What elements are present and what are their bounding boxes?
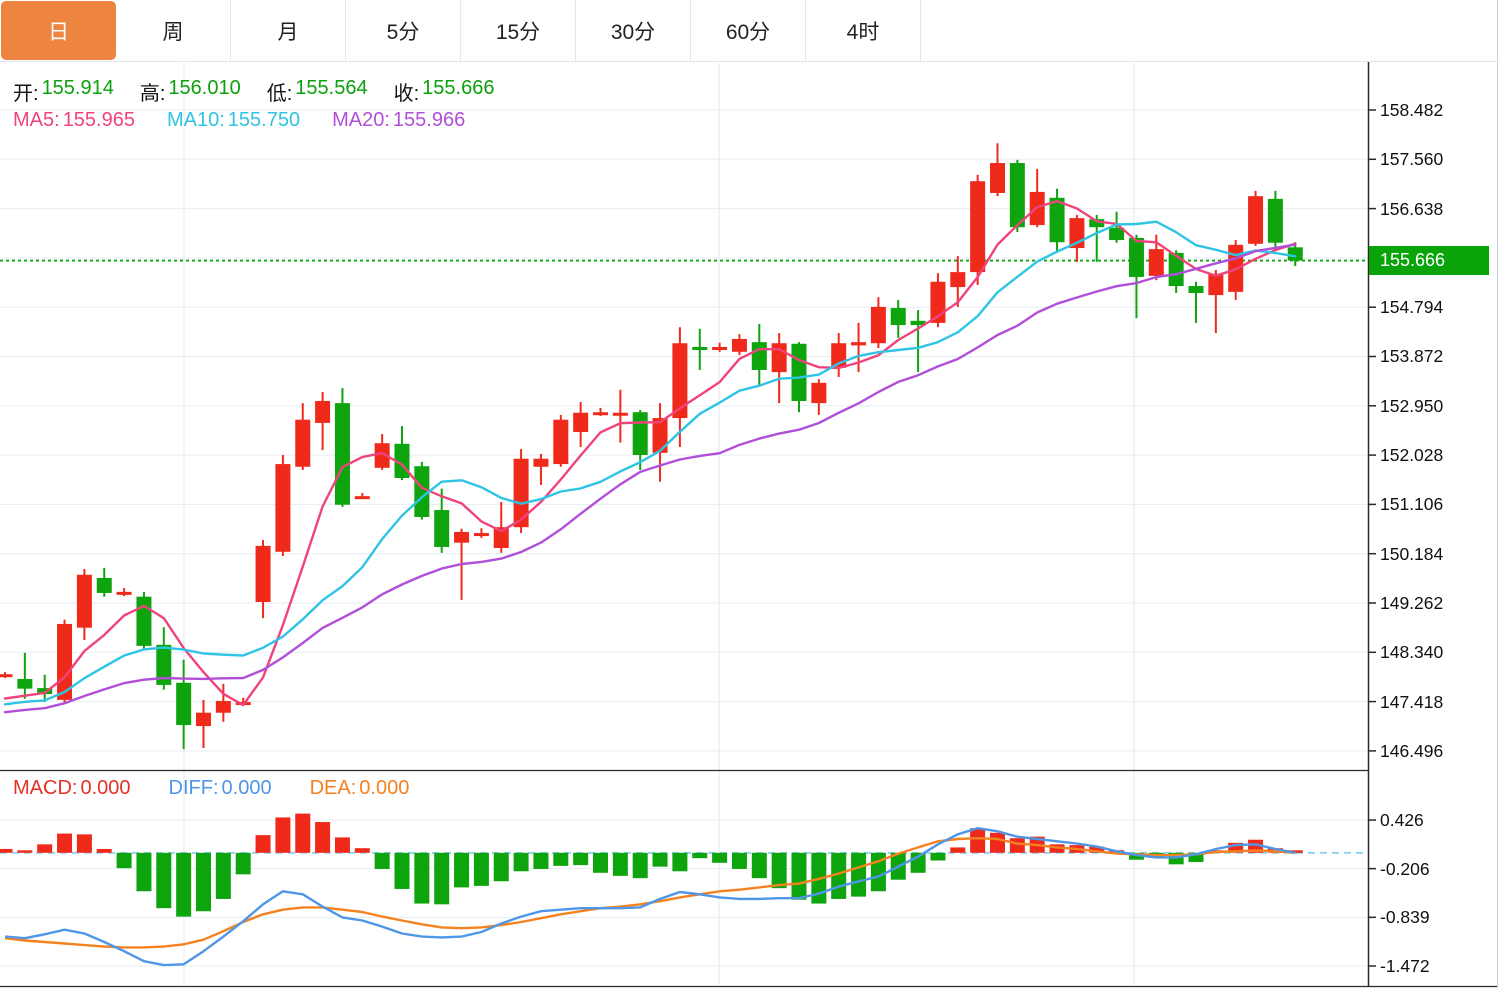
- price-axis-label: 157.560: [1380, 149, 1444, 170]
- high-value: 156.010: [168, 77, 241, 99]
- ma20-value: 155.966: [392, 109, 466, 131]
- axis-layer-svg: [0, 62, 1498, 988]
- ma10-label: MA10:: [166, 109, 225, 131]
- ohlc-header: 开: 155.914 高: 156.010 低: 155.564 收: 155.666: [13, 77, 494, 106]
- tab-week[interactable]: 周: [116, 0, 231, 61]
- price-axis-label: 149.262: [1380, 592, 1444, 613]
- dea-legend: DEA: 0.000: [310, 777, 410, 800]
- price-axis-label: 148.340: [1380, 642, 1444, 663]
- price-axis-label: 156.638: [1380, 198, 1444, 219]
- price-axis-label: 147.418: [1380, 691, 1444, 712]
- tab-day[interactable]: 日: [1, 1, 116, 60]
- close-value: 155.666: [422, 77, 495, 99]
- tab-60min[interactable]: 60分: [691, 0, 806, 61]
- current-price-tag: 155.666: [1369, 246, 1489, 275]
- high-label: 高:: [139, 83, 166, 105]
- macd-hist-layer: [0, 813, 1303, 917]
- candles-layer: [0, 143, 1303, 750]
- macd-legend: MACD: 0.000: [13, 777, 131, 800]
- tab-5min[interactable]: 5分: [346, 0, 461, 61]
- dea-label: DEA:: [309, 777, 357, 799]
- dea-value: 0.000: [359, 777, 410, 799]
- ma20-legend: MA20: 155.966: [332, 109, 465, 132]
- ma-header: MA5: 155.965 MA10: 155.750 MA20: 155.966: [13, 109, 465, 132]
- macd-lines-layer: [4, 827, 1296, 967]
- price-axis-label: 151.106: [1380, 494, 1444, 515]
- close-pair: 收: 155.666: [394, 77, 495, 106]
- tab-15min[interactable]: 15分: [461, 0, 576, 61]
- period-tabbar: 日 周 月 5分 15分 30分 60分 4时: [0, 0, 1498, 62]
- macd-label: MACD:: [13, 777, 78, 799]
- tab-month[interactable]: 月: [231, 0, 346, 61]
- ma10-line: [3, 220, 1297, 706]
- price-axis-label: 154.794: [1380, 297, 1444, 318]
- open-value: 155.914: [41, 77, 114, 99]
- macd-axis-label: -1.472: [1380, 955, 1430, 976]
- high-pair: 高: 156.010: [140, 77, 241, 106]
- diff-label: DIFF:: [168, 777, 219, 799]
- macd-value: 0.000: [80, 777, 131, 799]
- ma10-legend: MA10: 155.750: [167, 109, 300, 132]
- low-label: 低:: [266, 83, 293, 105]
- tab-4hour[interactable]: 4时: [806, 0, 921, 61]
- grid-layer: [0, 63, 1368, 985]
- ma-layer: [3, 199, 1297, 714]
- macd-axis-label: 0.426: [1380, 810, 1424, 831]
- price-axis-label: 153.872: [1380, 346, 1444, 367]
- ma5-label: MA5:: [13, 109, 60, 131]
- diff-legend: DIFF: 0.000: [169, 777, 272, 800]
- price-axis-label: 158.482: [1380, 100, 1444, 120]
- price-axis-label: 152.028: [1380, 445, 1444, 466]
- price-axis-label: 146.496: [1380, 740, 1444, 761]
- tab-30min[interactable]: 30分: [576, 0, 691, 61]
- ma20-line: [3, 243, 1297, 714]
- low-value: 155.564: [295, 77, 368, 99]
- price-axis-label: 150.184: [1380, 543, 1444, 564]
- macd-header: MACD: 0.000 DIFF: 0.000 DEA: 0.000: [13, 777, 409, 800]
- diff-line: [4, 827, 1296, 967]
- open-pair: 开: 155.914: [13, 77, 114, 106]
- diff-value: 0.000: [221, 777, 272, 799]
- ma5-legend: MA5: 155.965: [13, 109, 135, 132]
- ma10-value: 155.750: [227, 109, 301, 131]
- macd-axis-label: -0.839: [1380, 907, 1430, 928]
- ma5-value: 155.965: [62, 109, 135, 131]
- low-pair: 低: 155.564: [267, 77, 368, 106]
- macd-axis-label: -0.206: [1380, 858, 1430, 879]
- open-label: 开:: [13, 83, 39, 105]
- ma5-line: [3, 199, 1297, 707]
- price-axis-label: 152.950: [1380, 395, 1444, 416]
- close-label: 收:: [393, 83, 420, 105]
- ma20-label: MA20:: [332, 109, 390, 131]
